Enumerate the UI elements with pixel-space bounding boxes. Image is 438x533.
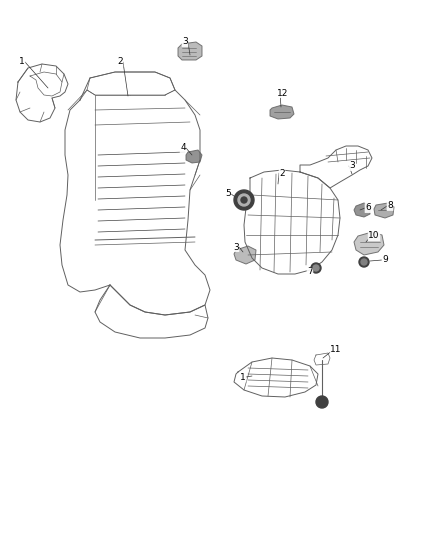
Polygon shape [178,42,202,60]
Text: 5: 5 [225,190,231,198]
Polygon shape [270,105,294,119]
Text: 8: 8 [387,201,393,211]
Text: 9: 9 [382,255,388,264]
Text: 6: 6 [365,204,371,213]
Polygon shape [374,203,394,218]
Circle shape [359,257,369,267]
Circle shape [311,263,321,273]
Text: 1: 1 [19,58,25,67]
Polygon shape [234,246,256,264]
Circle shape [313,265,319,271]
Circle shape [361,259,367,265]
Text: 4: 4 [180,143,186,152]
Circle shape [238,194,250,206]
Text: 12: 12 [277,88,289,98]
Circle shape [234,190,254,210]
Text: 7: 7 [307,268,313,277]
Text: 3: 3 [233,243,239,252]
Text: 2: 2 [117,58,123,67]
Text: 10: 10 [368,231,380,240]
Polygon shape [354,232,384,255]
Polygon shape [354,203,370,217]
Circle shape [316,396,328,408]
Text: 1: 1 [240,373,246,382]
Text: 3: 3 [349,161,355,171]
Text: 2: 2 [279,168,285,177]
Text: 11: 11 [330,345,342,354]
Polygon shape [186,150,202,163]
Text: 3: 3 [182,37,188,46]
Circle shape [241,197,247,203]
